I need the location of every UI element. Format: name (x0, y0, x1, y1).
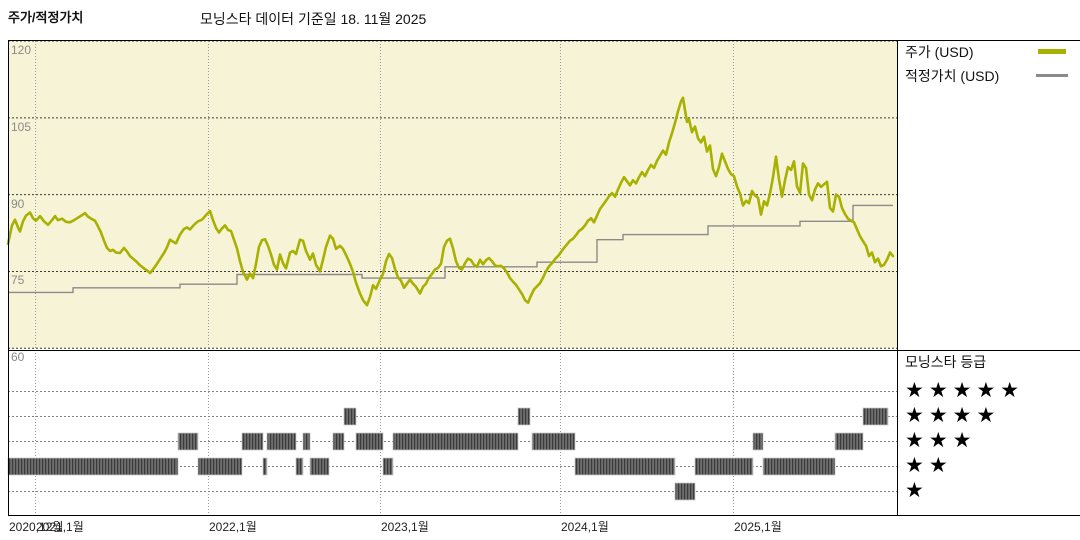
price-line (6, 96, 895, 307)
rating-bar-3-star (834, 432, 864, 451)
rating-bar-3-star (392, 432, 519, 451)
legend-price-label: 주가 (USD) (905, 44, 974, 60)
y-tick-label-120: 120 (11, 43, 32, 57)
rating-bar-2-star (762, 457, 836, 476)
rating-bar-1-star (674, 482, 696, 501)
rating-bar-2-star (295, 457, 304, 476)
y-tick-label-105: 105 (11, 119, 32, 134)
rating-row-2-stars: ★★ (905, 453, 953, 477)
rating-bar-2-star (694, 457, 754, 476)
rating-bar-2-star (262, 457, 268, 476)
rating-bar-2-star (309, 457, 330, 476)
rating-bar-4-star (517, 407, 531, 426)
rating-bar-3-star (332, 432, 345, 451)
rating-row-1-stars: ★ (905, 478, 929, 502)
rating-panel-title: 모닝스타 등급 (905, 354, 987, 370)
legend-fair-value-swatch (1036, 74, 1068, 77)
rating-row-4-stars: ★★★★ (905, 403, 1001, 427)
rating-bar-3-star (752, 432, 764, 451)
legend-fair-value-label: 적정가치 (USD) (905, 68, 1000, 84)
chart-as-of-subtitle: 모닝스타 데이터 기준일 18. 11월 2025 (200, 11, 427, 27)
rating-bar-3-star (531, 432, 576, 451)
rating-bar-4-star (343, 407, 357, 426)
rating-bar-4-star (862, 407, 889, 426)
rating-bar-3-star (177, 432, 199, 451)
rating-row-5-stars: ★★★★★ (905, 378, 1025, 402)
x-tick-label-2021,1월: 2021,1월 (36, 520, 84, 534)
page-title: 주가/적정가치 (8, 10, 84, 25)
x-tick-label-2020,12월: 2020,12월 (9, 520, 64, 534)
rating-bar-3-star (302, 432, 311, 451)
x-tick-label-2022,1월: 2022,1월 (209, 520, 257, 534)
rating-bar-2-star (382, 457, 394, 476)
rating-bar-2-star (197, 457, 243, 476)
rating-bar-2-star (574, 457, 676, 476)
rating-bar-3-star (266, 432, 297, 451)
rating-bar-2-star (7, 457, 179, 476)
x-tick-label-2024,1월: 2024,1월 (561, 520, 609, 534)
fair-value-line (8, 204, 893, 294)
x-tick-label-2025,1월: 2025,1월 (734, 520, 782, 534)
y-tick-label-75: 75 (11, 273, 25, 288)
rating-bar-3-star (355, 432, 384, 451)
rating-bar-3-star (241, 432, 264, 451)
rating-row-3-stars: ★★★ (905, 428, 977, 452)
x-tick-label-2023,1월: 2023,1월 (381, 520, 429, 534)
y-tick-label-90: 90 (11, 196, 25, 211)
y-tick-label-60: 60 (11, 350, 25, 365)
legend-price-swatch (1038, 49, 1066, 54)
